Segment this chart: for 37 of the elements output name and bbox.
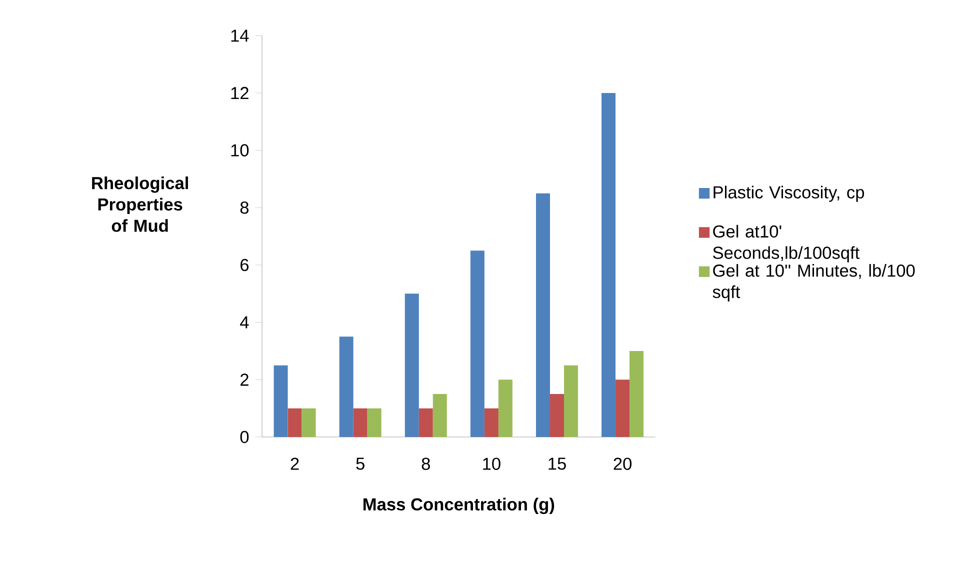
bar: [630, 350, 644, 437]
bar: [484, 408, 498, 437]
bar: [367, 408, 382, 437]
y-tick-label: 10: [231, 144, 249, 156]
legend-label: Gel at10' Seconds,lb/100sqft: [713, 224, 860, 262]
bar: [339, 336, 354, 437]
bar: [302, 408, 316, 437]
bar: [288, 408, 302, 437]
y-tick-label: 4: [240, 316, 249, 328]
bar: [432, 394, 447, 437]
x-tick-label: 5: [356, 458, 364, 470]
bar: [550, 394, 564, 437]
bar: [616, 380, 630, 437]
bar: [498, 380, 512, 437]
bar: [602, 92, 616, 437]
y-axis-title: Rheological Properties of Mud: [92, 176, 188, 232]
y-tick-label: 8: [240, 202, 249, 214]
x-tick-label: 10: [483, 458, 500, 470]
x-tick-label: 2: [290, 458, 299, 470]
bar: [404, 294, 419, 437]
bar: [470, 250, 484, 437]
x-tick-label: 20: [614, 458, 632, 470]
x-axis-title: Mass Concentration (g): [364, 498, 554, 514]
y-tick-label: 6: [240, 258, 249, 272]
bar: [536, 193, 550, 437]
x-tick-label: 15: [548, 458, 566, 470]
bar: [274, 365, 288, 437]
bar: [418, 408, 433, 437]
bar: [564, 365, 578, 437]
y-tick-label: 0: [240, 430, 249, 444]
y-tick-label: 14: [231, 30, 249, 42]
legend-label: Gel at 10'' Minutes, lb/100 sqft: [712, 264, 915, 302]
x-tick-label: 8: [422, 458, 430, 470]
legend-label: Plastic Viscosity, cp: [714, 186, 864, 202]
y-tick-label: 12: [231, 86, 248, 100]
y-tick-label: 2: [240, 374, 248, 386]
bar: [353, 408, 368, 437]
